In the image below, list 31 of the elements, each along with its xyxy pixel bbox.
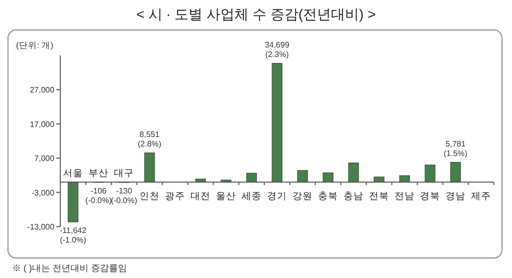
x-tick-label: 전북 [369,191,390,202]
data-label: 34,699 (2.3%) [264,40,290,59]
x-tick-label: 부산 [88,168,109,180]
x-tick-label: 서울 [63,168,84,180]
data-label: -11,642 (-1.0%) [60,226,87,245]
x-tick-label: 경북 [420,191,440,202]
y-tick-label: 27,000 [30,86,55,95]
y-tick-label: -13,000 [27,222,55,232]
y-tick-label: 7,000 [34,154,55,164]
x-tick-label: 충남 [344,191,364,202]
x-tick-label: 대전 [190,191,211,202]
x-tick-label: 광주 [165,191,186,202]
x-tick-label: 전남 [394,191,415,202]
chart-title: < 시 · 도별 사업체 수 증감(전년대비) > [136,6,376,22]
data-label: -130 (-0.0%) [110,186,138,206]
x-tick-label: 울산 [216,191,236,202]
y-tick-label: -3,000 [32,188,55,198]
y-axis-title: (단위: 개) [16,40,54,50]
x-tick-label: 경기 [267,191,288,202]
data-label: -106 (-0.0%) [85,186,112,206]
x-tick-label: 강원 [292,191,313,202]
x-tick-label: 세종 [242,191,262,202]
x-tick-label: 인천 [140,191,160,202]
x-tick-label: 제주 [471,191,492,202]
y-tick-label: 17,000 [30,120,55,129]
data-label: 8,551 (2.8%) [138,130,162,148]
x-tick-label: 대구 [114,168,134,180]
x-tick-label: 경남 [446,191,466,202]
x-tick-label: 충북 [318,191,338,202]
text: ※ ( )내는 전년대비 증감률임 [12,263,127,273]
data-label: 5,781 (1.5%) [444,139,468,158]
